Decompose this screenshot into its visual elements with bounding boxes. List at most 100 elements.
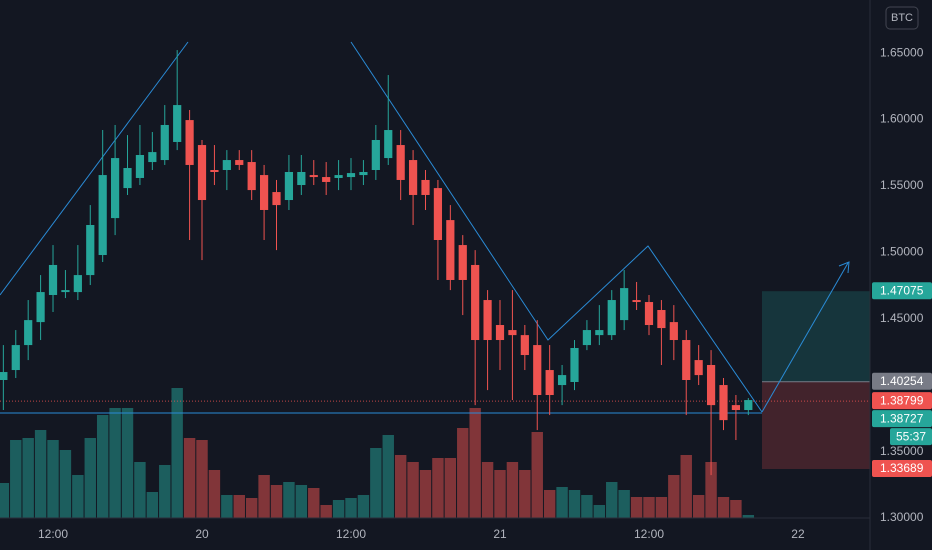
- candle-body: [247, 162, 256, 191]
- candle-body: [682, 340, 691, 380]
- volume-bar: [345, 498, 357, 518]
- volume-bar: [84, 438, 96, 518]
- volume-bar: [494, 470, 506, 518]
- volume-bar: [680, 455, 692, 518]
- candle-body: [483, 300, 492, 341]
- candle-body: [371, 139, 380, 171]
- price-badge: [872, 460, 932, 478]
- volume-bar: [655, 497, 668, 518]
- volume-bar: [233, 495, 245, 518]
- volume-bar: [593, 505, 606, 518]
- axis-layer: 1.300001.350001.400001.450001.500001.550…: [38, 45, 924, 541]
- price-badge-label: 1.40254: [880, 374, 924, 388]
- y-tick-label: 1.60000: [880, 112, 924, 126]
- candle-body: [595, 330, 604, 336]
- candle-body: [706, 364, 716, 406]
- volume-bar: [705, 462, 717, 518]
- volume-bar: [692, 495, 705, 518]
- candle-body: [111, 158, 120, 219]
- volume-bar: [121, 408, 134, 518]
- candle-body: [197, 145, 207, 201]
- candle-body: [644, 302, 654, 326]
- candle-body: [446, 220, 455, 280]
- candle-body: [384, 130, 393, 159]
- x-tick-label: 21: [493, 527, 507, 541]
- candle-body: [235, 160, 244, 165]
- volume-bar: [519, 470, 531, 518]
- price-badge: [872, 282, 932, 300]
- volume-bar: [481, 462, 494, 518]
- candle-body: [48, 264, 58, 295]
- loss-zone: [762, 381, 870, 470]
- volume-bar: [308, 488, 320, 518]
- candle-layer: [0, 50, 753, 476]
- candle-body: [346, 173, 356, 178]
- volume-bar: [444, 458, 457, 518]
- volume-bar: [618, 490, 630, 518]
- y-tick-label: 1.65000: [880, 45, 924, 59]
- candle-body: [731, 405, 741, 411]
- volume-bar: [730, 500, 742, 518]
- candle-body: [433, 188, 443, 241]
- candle-body: [570, 347, 579, 382]
- volume-bar: [606, 482, 618, 518]
- price-axis: [870, 0, 932, 550]
- volume-bar: [196, 440, 208, 518]
- price-badge-label: 1.47075: [880, 283, 924, 297]
- price-badge-label: 1.38727: [880, 411, 924, 425]
- candle-body: [557, 375, 567, 386]
- candle-body: [421, 179, 430, 195]
- candle-body: [272, 192, 281, 206]
- volume-bar: [34, 430, 47, 518]
- volume-bar: [382, 435, 394, 518]
- candle-body: [284, 172, 294, 201]
- candle-body: [73, 275, 82, 293]
- volume-bar: [742, 515, 755, 518]
- volume-bar: [245, 498, 258, 518]
- arrow-head: [838, 261, 850, 274]
- candle-body: [545, 370, 554, 396]
- candle-body: [582, 330, 592, 346]
- volume-bar: [159, 465, 171, 518]
- volume-bar: [717, 497, 730, 518]
- candle-body: [495, 325, 505, 341]
- badge-layer: 1.47075 1.40254 1.38799 1.38727 55:37 1.33689: [872, 282, 932, 478]
- candle-body: [620, 288, 629, 321]
- drawings: [0, 41, 850, 414]
- volume-bar: [568, 490, 581, 518]
- volume-bar: [146, 492, 159, 518]
- profit-zone: [762, 291, 870, 382]
- candle-body: [408, 160, 418, 195]
- volume-bar: [556, 487, 568, 518]
- x-tick-label: 12:00: [336, 527, 366, 541]
- trend-line: [0, 41, 189, 296]
- candle-body: [61, 290, 70, 293]
- volume-bar: [419, 470, 432, 518]
- candle-body: [396, 145, 405, 180]
- candle-body: [694, 360, 703, 376]
- volume-bar: [407, 462, 419, 518]
- candle-body: [309, 175, 318, 178]
- candle-body: [471, 264, 480, 341]
- countdown-badge: [890, 428, 932, 446]
- volume-bar: [543, 490, 556, 518]
- y-tick-label: 1.50000: [880, 245, 924, 259]
- candle-body: [185, 120, 194, 165]
- candle-body: [11, 345, 20, 371]
- candle-body: [632, 300, 641, 303]
- candle-body: [669, 322, 678, 341]
- volume-bar: [72, 475, 84, 518]
- volume-bar: [208, 470, 221, 518]
- volume-bar: [370, 448, 382, 518]
- candle-body: [36, 292, 45, 323]
- candle-body: [533, 345, 542, 396]
- x-tick-label: 12:00: [38, 527, 68, 541]
- candle-body: [0, 372, 8, 380]
- candle-body: [657, 310, 666, 329]
- volume-bar: [10, 440, 22, 518]
- volume-bar: [643, 497, 655, 518]
- price-badge: [872, 410, 932, 428]
- volume-bar: [109, 408, 121, 518]
